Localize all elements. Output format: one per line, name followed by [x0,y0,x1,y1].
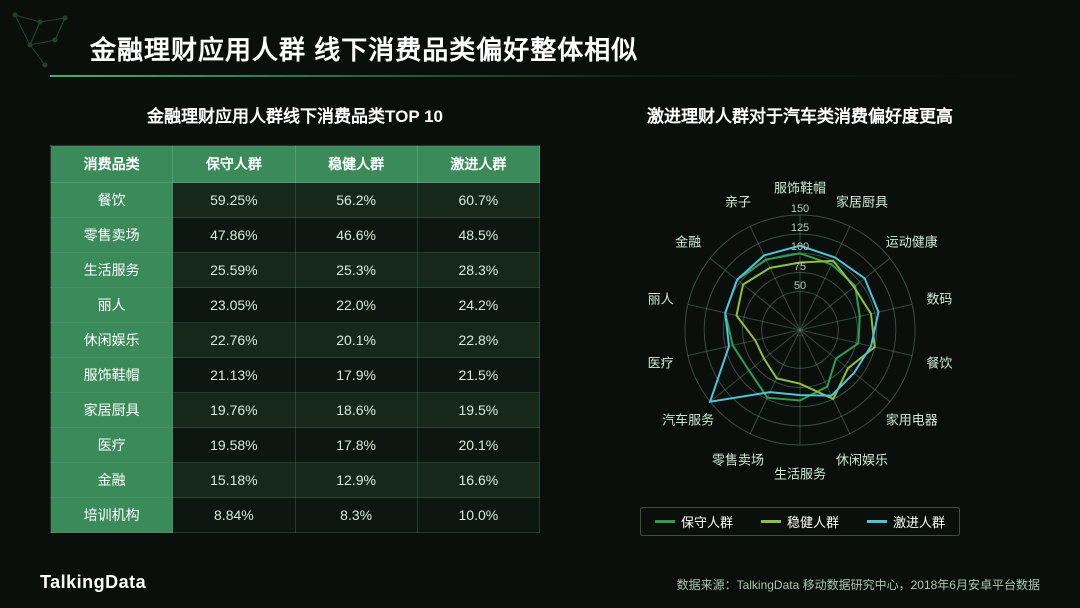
title-underline [50,75,1030,77]
table-cell: 20.1% [295,323,417,358]
table-cell: 17.9% [295,358,417,393]
table-cell: 17.8% [295,428,417,463]
table-cell: 24.2% [417,288,539,323]
axis-label: 零售卖场 [712,449,764,468]
axis-label: 数码 [926,289,952,308]
table-cell: 8.84% [173,498,295,533]
table-cell: 16.6% [417,463,539,498]
axis-label: 休闲娱乐 [836,449,888,468]
axis-label: 运动健康 [886,231,938,250]
table-cell: 21.5% [417,358,539,393]
table-cell: 12.9% [295,463,417,498]
table-cell: 8.3% [295,498,417,533]
axis-label: 餐饮 [926,352,952,371]
table-row: 休闲娱乐22.76%20.1%22.8% [51,323,540,358]
corner-decoration [10,10,80,80]
row-label: 医疗 [51,428,173,463]
axis-label: 亲子 [725,192,751,211]
table-header-cell: 保守人群 [173,146,295,183]
table-cell: 46.6% [295,218,417,253]
radar-legend: 保守人群 稳健人群 激进人群 [640,507,960,536]
table-cell: 21.13% [173,358,295,393]
table-cell: 60.7% [417,183,539,218]
ring-label: 125 [791,222,809,234]
radar-title: 激进理财人群对于汽车类消费偏好度更高 [647,102,953,127]
axis-label: 生活服务 [774,464,826,483]
table-cell: 19.5% [417,393,539,428]
table-row: 家居厨具19.76%18.6%19.5% [51,393,540,428]
legend-swatch [655,520,675,523]
row-label: 服饰鞋帽 [51,358,173,393]
source-note: 数据来源：TalkingData 移动数据研究中心，2018年6月安卓平台数据 [677,576,1040,593]
axis-label: 丽人 [648,289,674,308]
legend-swatch [761,520,781,523]
legend-item: 激进人群 [867,512,945,531]
table-row: 零售卖场47.86%46.6%48.5% [51,218,540,253]
page-title: 金融理财应用人群 线下消费品类偏好整体相似 [90,30,1030,67]
table-cell: 25.3% [295,253,417,288]
row-label: 培训机构 [51,498,173,533]
brand-logo: TalkingData [40,572,146,593]
table-cell: 22.8% [417,323,539,358]
legend-label: 稳健人群 [787,512,839,531]
table-cell: 15.18% [173,463,295,498]
table-cell: 48.5% [417,218,539,253]
axis-label: 金融 [675,231,701,250]
table-cell: 25.59% [173,253,295,288]
axis-label: 医疗 [648,352,674,371]
table-cell: 47.86% [173,218,295,253]
table-title: 金融理财应用人群线下消费品类TOP 10 [50,102,540,127]
axis-label: 汽车服务 [662,410,714,429]
table-cell: 22.0% [295,288,417,323]
table-cell: 19.76% [173,393,295,428]
row-label: 休闲娱乐 [51,323,173,358]
row-label: 丽人 [51,288,173,323]
table-cell: 18.6% [295,393,417,428]
legend-label: 保守人群 [681,512,733,531]
ring-label: 150 [791,203,809,215]
legend-item: 稳健人群 [761,512,839,531]
table-row: 丽人23.05%22.0%24.2% [51,288,540,323]
axis-label: 服饰鞋帽 [774,178,826,197]
table-row: 培训机构8.84%8.3%10.0% [51,498,540,533]
table-cell: 20.1% [417,428,539,463]
row-label: 餐饮 [51,183,173,218]
row-label: 家居厨具 [51,393,173,428]
table-row: 服饰鞋帽21.13%17.9%21.5% [51,358,540,393]
table-cell: 28.3% [417,253,539,288]
table-row: 金融15.18%12.9%16.6% [51,463,540,498]
row-label: 金融 [51,463,173,498]
row-label: 零售卖场 [51,218,173,253]
axis-label: 家居厨具 [836,192,888,211]
ring-label: 50 [794,280,806,292]
table-header-cell: 消费品类 [51,146,173,183]
ring-label: 75 [794,261,806,273]
table-row: 生活服务25.59%25.3%28.3% [51,253,540,288]
radar-chart: 50 75 100 125 150 服饰鞋帽家居厨具运动健康数码餐饮家用电器休闲娱乐生活服… [580,145,1020,505]
table-cell: 23.05% [173,288,295,323]
table-header-cell: 激进人群 [417,146,539,183]
table-cell: 59.25% [173,183,295,218]
table-header-cell: 稳健人群 [295,146,417,183]
row-label: 生活服务 [51,253,173,288]
axis-label: 家用电器 [886,410,938,429]
table-cell: 19.58% [173,428,295,463]
table-cell: 10.0% [417,498,539,533]
consumption-table: 消费品类保守人群稳健人群激进人群 餐饮59.25%56.2%60.7%零售卖场4… [50,145,540,533]
legend-item: 保守人群 [655,512,733,531]
legend-label: 激进人群 [893,512,945,531]
table-cell: 56.2% [295,183,417,218]
ring-label: 100 [791,241,809,253]
table-cell: 22.76% [173,323,295,358]
table-row: 医疗19.58%17.8%20.1% [51,428,540,463]
table-row: 餐饮59.25%56.2%60.7% [51,183,540,218]
legend-swatch [867,520,887,523]
